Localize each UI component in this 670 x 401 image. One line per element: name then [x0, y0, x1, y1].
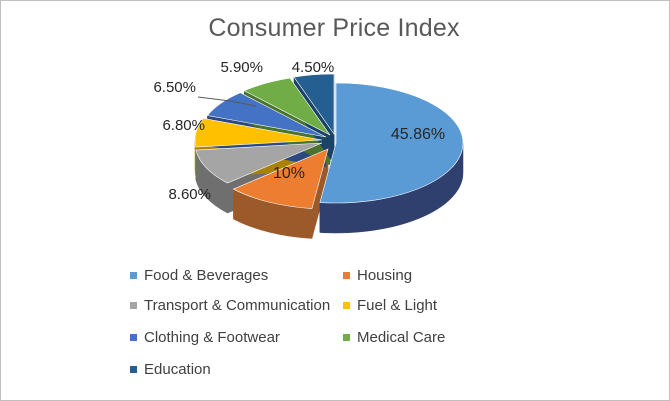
chart-title: Consumer Price Index — [208, 14, 460, 42]
data-label-fuel-light: 6.80% — [162, 117, 205, 134]
pie-slice-food-beverages — [319, 82, 464, 204]
leader-lines — [197, 96, 257, 107]
pie-slice-housing — [232, 148, 329, 209]
data-label-housing: 10% — [273, 165, 305, 182]
pie-slice-fuel-light — [194, 118, 323, 148]
data-labels: 45.86% 10% 8.60% 6.80% 6.50% 5.90% 4.50% — [153, 59, 445, 203]
leader-line-clothing — [197, 96, 257, 107]
pie-slice-transport-communication — [195, 142, 323, 184]
data-label-medical-care: 5.90% — [220, 59, 263, 76]
pie-slice-medical-care — [243, 77, 331, 136]
data-label-food-beverages: 45.86% — [391, 126, 445, 143]
pie-slice-education — [293, 73, 335, 135]
data-label-education: 4.50% — [292, 59, 335, 76]
data-label-transport-communication: 8.60% — [168, 186, 211, 203]
data-label-clothing-footwear: 6.50% — [153, 79, 196, 96]
pie-tops — [194, 73, 464, 209]
pie-slice-clothing-footwear — [206, 92, 327, 138]
